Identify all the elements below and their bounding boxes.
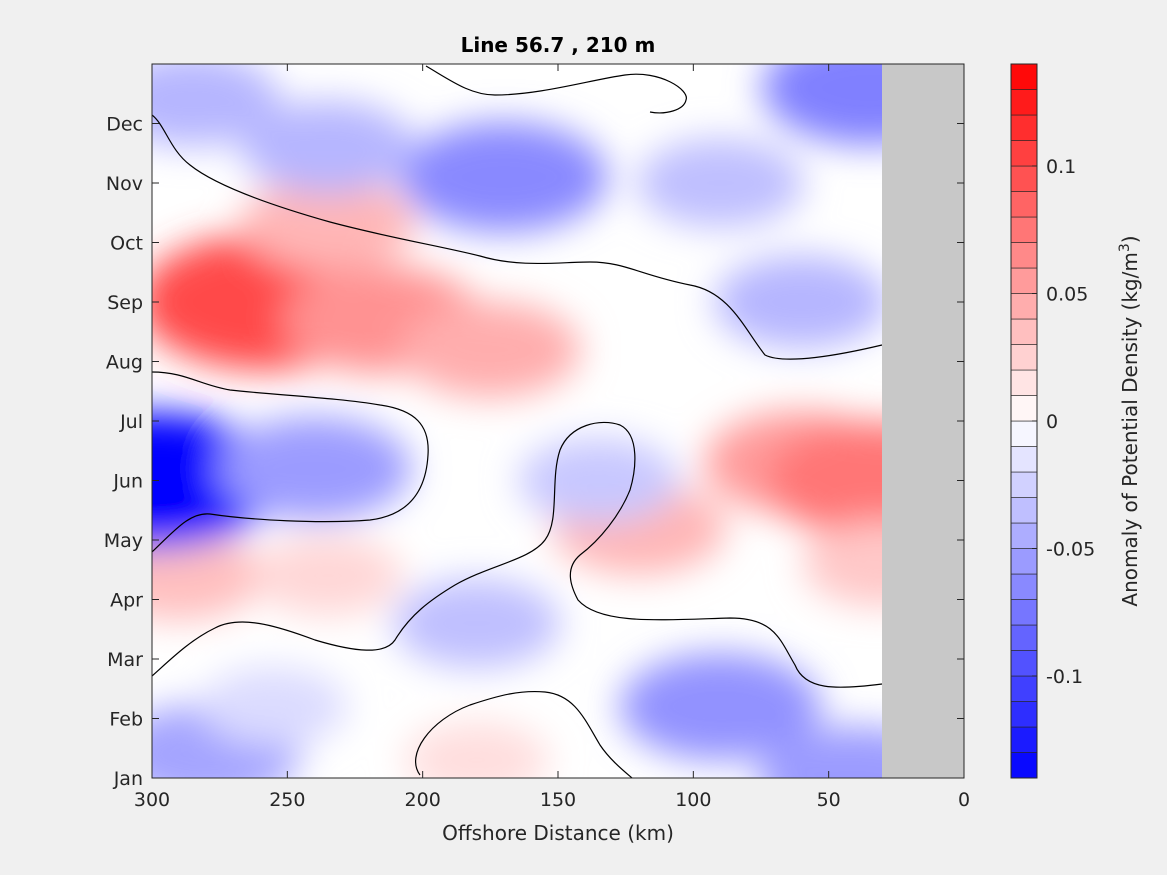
anomaly-blob bbox=[518, 437, 679, 524]
colorbar-tick-label: 0 bbox=[1046, 411, 1058, 433]
colorbar-band bbox=[1010, 267, 1038, 294]
x-axis: 300 250 200 150 100 50 0 bbox=[134, 64, 970, 811]
colorbar-band bbox=[1010, 140, 1038, 167]
y-tick-label: Jul bbox=[119, 411, 143, 433]
x-tick-label: 100 bbox=[675, 789, 711, 811]
anomaly-blob bbox=[217, 416, 412, 521]
colorbar-label-end: ) bbox=[1118, 235, 1142, 243]
colorbar-band bbox=[1010, 369, 1038, 396]
colorbar-label-sup: 3 bbox=[1117, 243, 1133, 252]
x-tick-label: 200 bbox=[405, 789, 441, 811]
colorbar-band bbox=[1010, 293, 1038, 320]
x-tick-label: 0 bbox=[958, 789, 970, 811]
zero-contour-lines bbox=[152, 65, 883, 778]
anomaly-blob bbox=[636, 138, 805, 228]
anomaly-blob bbox=[393, 578, 561, 668]
anomaly-blob bbox=[152, 531, 263, 621]
colorbar-band bbox=[1010, 599, 1038, 626]
x-tick-label: 250 bbox=[269, 789, 305, 811]
zero-contour bbox=[152, 371, 429, 553]
colorbar-band bbox=[1010, 650, 1038, 677]
colorbar-band bbox=[1010, 471, 1038, 498]
colorbar-band bbox=[1010, 420, 1038, 447]
y-tick-label: May bbox=[104, 530, 143, 552]
anomaly-blob bbox=[714, 255, 889, 349]
colorbar-band bbox=[1010, 318, 1038, 345]
colorbar-band bbox=[1010, 344, 1038, 371]
colorbar-band bbox=[1010, 89, 1038, 116]
colorbar-band bbox=[1010, 165, 1038, 192]
y-tick-label: Dec bbox=[106, 114, 143, 136]
y-tick-label: Apr bbox=[110, 590, 143, 612]
colorbar-band bbox=[1010, 624, 1038, 651]
y-axis: Jan Feb Mar Apr May Jun Jul Aug Sep Oct Nov Dec bbox=[104, 114, 964, 790]
anomaly-blob bbox=[253, 535, 403, 616]
plot-area bbox=[152, 64, 964, 778]
y-tick-label: Mar bbox=[107, 649, 143, 671]
colorbar-band bbox=[1010, 242, 1038, 269]
colorbar-band bbox=[1010, 191, 1038, 218]
no-data-region bbox=[882, 64, 964, 778]
x-axis-label: Offshore Distance (km) bbox=[442, 821, 674, 845]
colorbar-band bbox=[1010, 216, 1038, 243]
colorbar-ticks: -0.1 -0.05 0 0.05 0.1 bbox=[1032, 156, 1095, 688]
chart-title: Line 56.7 , 210 m bbox=[461, 33, 656, 57]
y-tick-label: Nov bbox=[106, 173, 143, 195]
y-tick-label: Jan bbox=[113, 768, 143, 790]
colorbar-tick-label: 0.1 bbox=[1046, 156, 1076, 178]
anomaly-blob bbox=[152, 64, 280, 147]
x-tick-label: 300 bbox=[134, 789, 170, 811]
colorbar-bands bbox=[1010, 63, 1038, 779]
anomaly-blob bbox=[399, 121, 608, 233]
x-tick-label: 50 bbox=[817, 789, 841, 811]
y-tick-label: Aug bbox=[106, 352, 143, 374]
colorbar-band bbox=[1010, 522, 1038, 549]
colorbar-band bbox=[1010, 573, 1038, 600]
anomaly-blob bbox=[619, 653, 821, 761]
anomaly-blob bbox=[399, 301, 581, 398]
colorbar-band bbox=[1010, 548, 1038, 575]
zero-contour bbox=[415, 690, 633, 778]
colorbar-band bbox=[1010, 726, 1038, 753]
colorbar-band bbox=[1010, 114, 1038, 141]
colorbar-label-main: Anomaly of Potential Density (kg/m bbox=[1118, 252, 1142, 606]
y-tick-label: Feb bbox=[109, 709, 143, 731]
colorbar-band bbox=[1010, 701, 1038, 728]
colorbar-tick-label: 0.05 bbox=[1046, 284, 1088, 306]
colorbar-tick-label: -0.05 bbox=[1046, 539, 1095, 561]
colorbar-band bbox=[1010, 395, 1038, 422]
x-tick-label: 150 bbox=[540, 789, 576, 811]
y-tick-label: Sep bbox=[107, 292, 143, 314]
colorbar-band bbox=[1010, 63, 1038, 90]
colorbar-tick-label: -0.1 bbox=[1046, 666, 1083, 688]
zero-contour bbox=[152, 421, 883, 688]
anomaly-blob bbox=[240, 178, 415, 272]
y-tick-label: Oct bbox=[110, 233, 143, 255]
anomaly-blob bbox=[404, 721, 549, 778]
anomaly-blob bbox=[240, 100, 415, 194]
anomaly-field bbox=[152, 64, 964, 778]
anomaly-blob bbox=[200, 667, 348, 746]
y-tick-label: Jun bbox=[112, 471, 143, 493]
zero-contour bbox=[152, 114, 883, 360]
colorbar-label: Anomaly of Potential Density (kg/m3) bbox=[1117, 235, 1142, 606]
colorbar-band bbox=[1010, 675, 1038, 702]
colorbar-band bbox=[1010, 446, 1038, 473]
zero-contour bbox=[425, 65, 687, 114]
colorbar: -0.1 -0.05 0 0.05 0.1 Anomaly of Potential D… bbox=[1010, 63, 1142, 779]
colorbar-band bbox=[1010, 752, 1038, 779]
colorbar-band bbox=[1010, 497, 1038, 524]
